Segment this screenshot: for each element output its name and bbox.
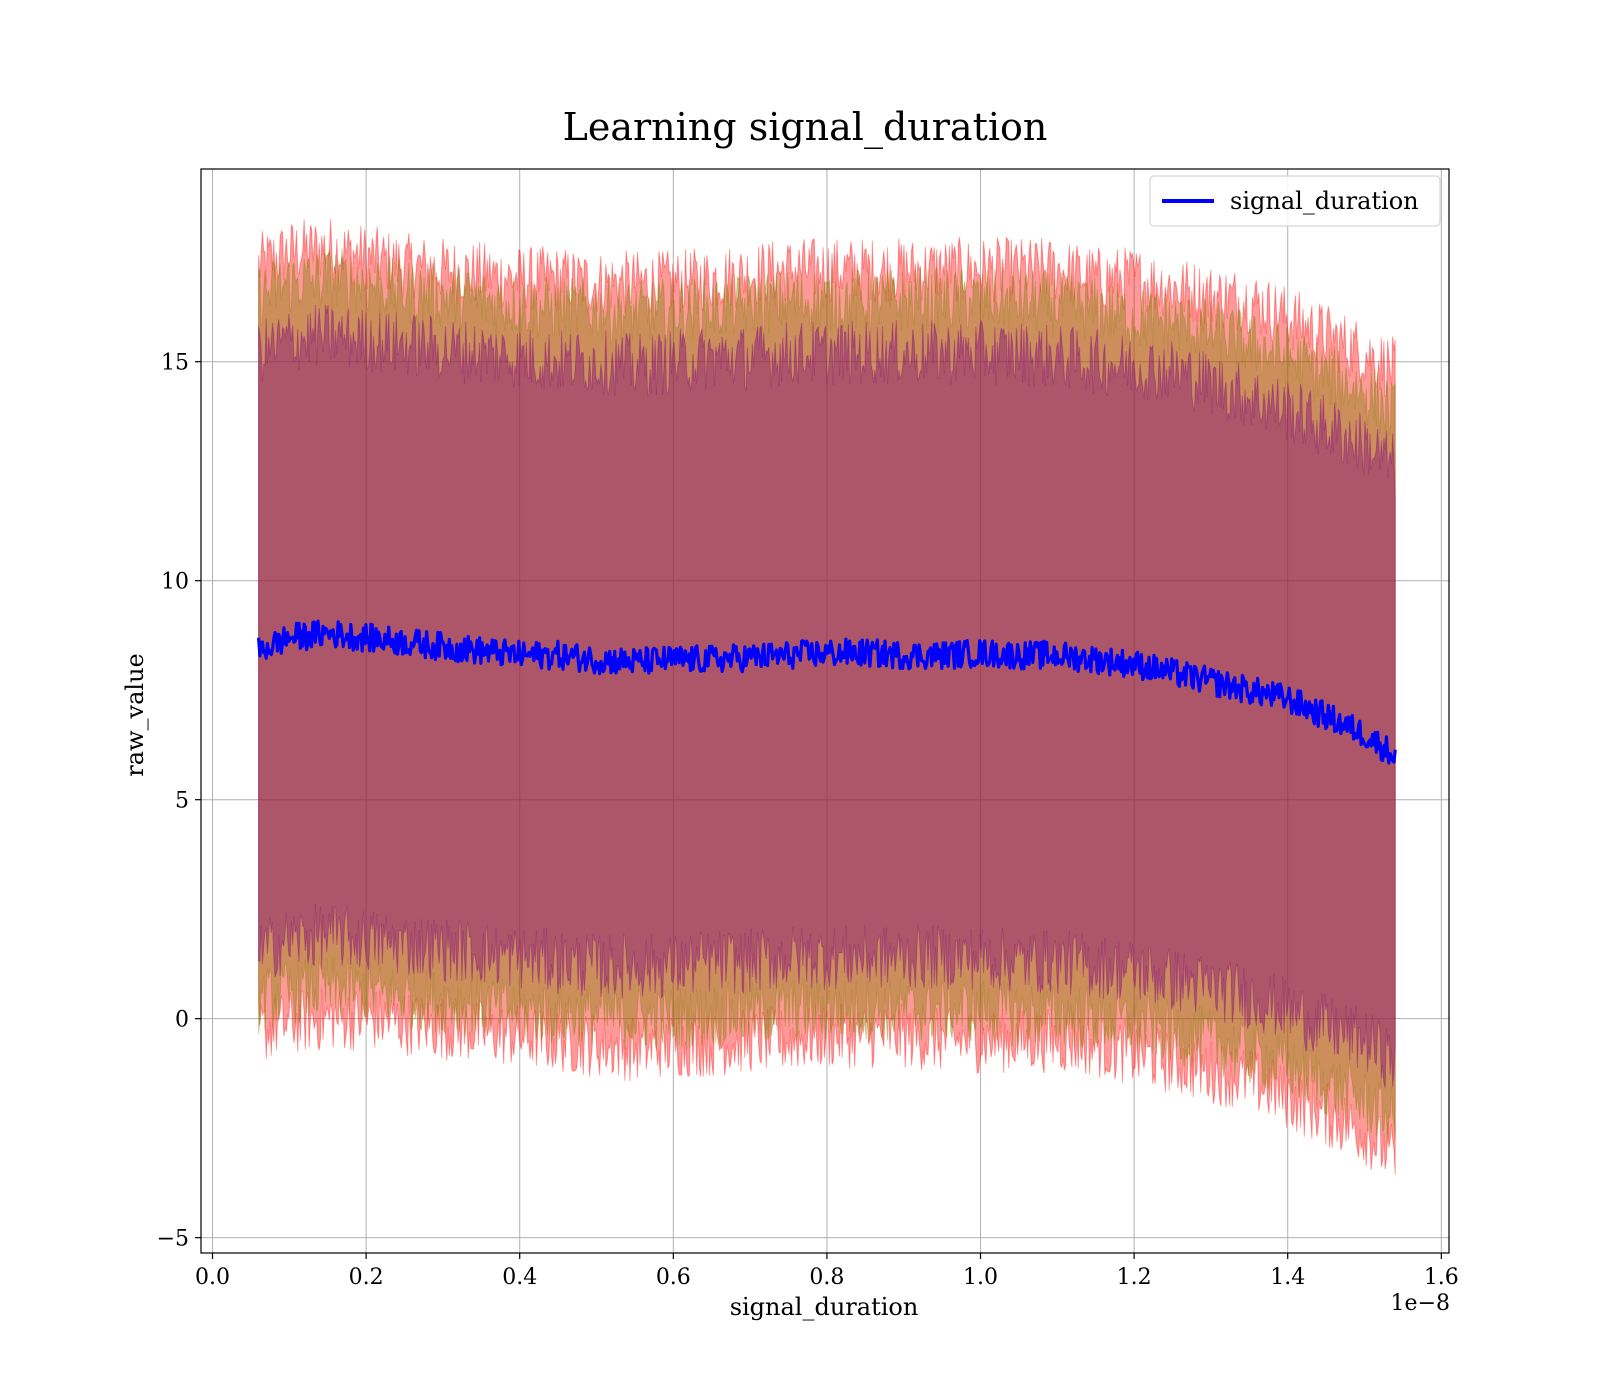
y-tick-label-2: 5 xyxy=(175,789,189,814)
x-tick-label-2: 0.4 xyxy=(502,1265,537,1290)
y-tick-label-3: 10 xyxy=(161,570,189,595)
x-axis-ticks: 0.0 0.2 0.4 0.6 0.8 1.0 1.2 1.4 1.6 xyxy=(195,1253,1459,1290)
x-tick-label-4: 0.8 xyxy=(809,1265,844,1290)
x-axis-label: signal_duration xyxy=(730,1293,919,1321)
confidence-bands xyxy=(258,219,1396,1175)
x-tick-label-8: 1.6 xyxy=(1424,1265,1459,1290)
series-line-signal-duration xyxy=(257,619,1397,765)
x-tick-label-0: 0.0 xyxy=(195,1265,230,1290)
band-inner-2 xyxy=(258,304,1396,1089)
chart-title: Learning signal_duration xyxy=(563,105,1048,150)
series-lines xyxy=(257,619,1397,765)
plot-frame xyxy=(200,168,1450,1254)
y-tick-label-4: 15 xyxy=(161,351,189,376)
x-axis-offset-label: 1e−8 xyxy=(1391,1291,1450,1316)
band-middle-1 xyxy=(258,248,1396,1145)
y-tick-label-0: −5 xyxy=(157,1227,189,1252)
x-tick-label-3: 0.6 xyxy=(656,1265,691,1290)
legend: signal_duration xyxy=(1149,175,1441,227)
x-tick-label-5: 1.0 xyxy=(963,1265,998,1290)
x-tick-label-6: 1.2 xyxy=(1117,1265,1152,1290)
grid-lines xyxy=(201,169,1449,1253)
band-outer-0 xyxy=(258,219,1396,1175)
y-tick-label-1: 0 xyxy=(175,1008,189,1033)
x-tick-label-7: 1.4 xyxy=(1270,1265,1305,1290)
x-tick-label-1: 0.2 xyxy=(349,1265,384,1290)
y-axis-ticks: −5 0 5 10 15 xyxy=(157,351,201,1252)
legend-entry-label: signal_duration xyxy=(1230,187,1419,215)
legend-box xyxy=(1149,175,1441,227)
y-axis-label: raw_value xyxy=(121,653,149,777)
